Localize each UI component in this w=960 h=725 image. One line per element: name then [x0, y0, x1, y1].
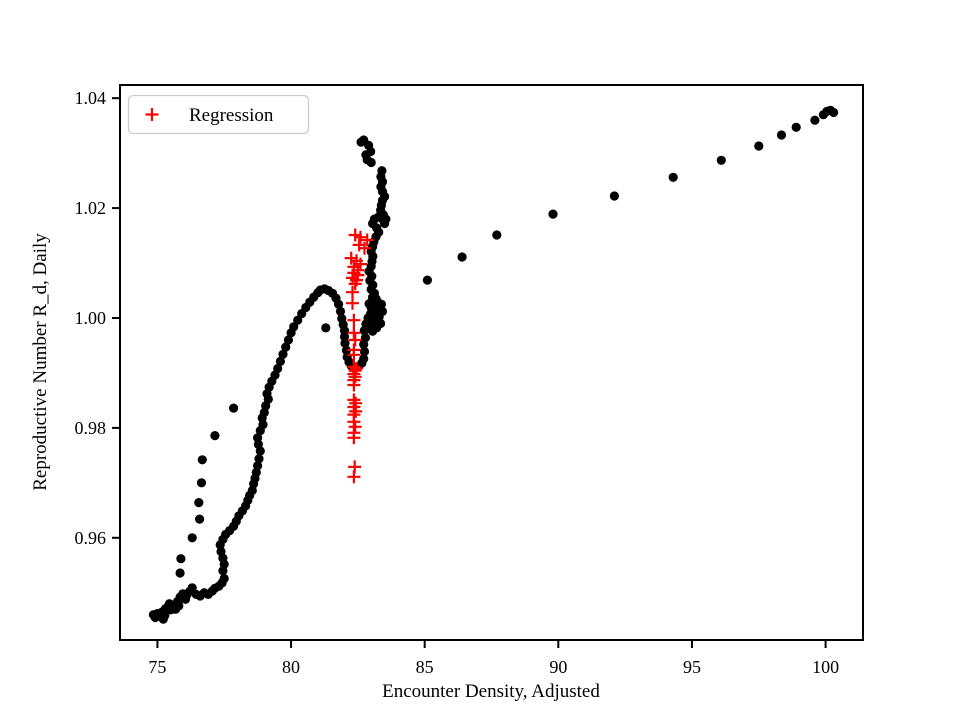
legend-label: Regression [189, 105, 274, 126]
scatter-point [253, 433, 263, 443]
plot-border [119, 84, 864, 641]
regression-point [348, 333, 362, 347]
y-tick-label: 1.02 [75, 198, 107, 218]
scatter-point [376, 318, 386, 329]
legend: Regression [127, 94, 310, 135]
x-tick-label: 75 [148, 657, 166, 677]
scatter-point [174, 601, 184, 611]
x-tick-label: 90 [549, 657, 567, 677]
y-tick-label: 1.00 [75, 308, 107, 328]
scatter-point [810, 115, 820, 125]
regression-point [346, 285, 359, 299]
scatter-point [273, 363, 283, 374]
scatter-point [253, 461, 263, 471]
regression-point [347, 348, 361, 362]
scatter-point [176, 554, 186, 564]
scatter-point [548, 209, 558, 219]
scatter-point [359, 135, 369, 145]
regression-point [346, 296, 359, 310]
regression-point [347, 431, 361, 445]
scatter-point [791, 122, 801, 132]
x-axis: 75 80 85 90 95 100 [148, 640, 839, 677]
scatter-point [196, 478, 207, 488]
regression-point [354, 230, 367, 244]
regression-point [347, 470, 361, 484]
scatter-point [340, 338, 350, 348]
scatter-point [281, 342, 291, 352]
scatter-point [275, 356, 285, 366]
scatter-point [754, 141, 764, 151]
scatter-point [716, 155, 726, 165]
plus-marker-icon [145, 108, 159, 121]
trajectory-series [148, 105, 839, 624]
scatter-point [335, 306, 346, 316]
scatter-point [359, 354, 369, 364]
y-axis: 0.96 0.98 1.00 1.02 1.04 [75, 88, 120, 548]
legend-box [127, 94, 310, 135]
scatter-point [492, 230, 502, 240]
scatter-point [254, 454, 264, 464]
scatter-point [187, 533, 197, 543]
regression-point [348, 420, 362, 434]
scatter-point [293, 315, 303, 325]
scatter-point [197, 455, 207, 465]
scatter-point [422, 275, 432, 285]
regression-point [347, 313, 361, 327]
scatter-point [194, 498, 204, 508]
scatter-point [776, 130, 787, 140]
scatter-point [195, 514, 205, 524]
regression-point [360, 233, 374, 247]
scatter-point [229, 403, 239, 413]
x-axis-label: Encounter Density, Adjusted [382, 681, 600, 702]
scatter-point [289, 322, 299, 332]
regression-point [350, 362, 363, 375]
scatter-point [377, 306, 388, 316]
regression-point [354, 257, 367, 271]
scatter-point [668, 172, 678, 182]
y-tick-label: 1.04 [75, 88, 107, 108]
scatter-point [283, 335, 293, 345]
regression-point [347, 326, 361, 340]
scatter-point [160, 610, 170, 620]
scatter-point [334, 299, 344, 309]
y-tick-label: 0.98 [75, 418, 107, 438]
scatter-point [829, 107, 839, 118]
regression-point [348, 277, 362, 291]
scatter-point [339, 332, 350, 342]
y-tick-label: 0.96 [75, 528, 107, 548]
scatter-point [457, 252, 467, 262]
x-tick-label: 80 [282, 657, 300, 677]
scatter-point [175, 568, 185, 578]
scatter-point [359, 346, 370, 357]
scatter-point [219, 573, 229, 584]
regression-point [358, 241, 371, 255]
y-axis-label: Reproductive Number R_d, Daily [30, 233, 51, 491]
scatter-point [321, 323, 331, 333]
scatter-point [187, 583, 197, 593]
scatter-point [278, 349, 288, 359]
x-tick-label: 100 [812, 657, 839, 677]
scatter-point [210, 431, 220, 441]
x-tick-label: 95 [683, 657, 701, 677]
scatter-point [360, 333, 370, 343]
scatter-point [609, 191, 620, 201]
regression-point [348, 370, 362, 384]
regression-series [344, 228, 374, 484]
x-tick-label: 85 [416, 657, 434, 677]
scatter-point [377, 166, 387, 176]
regression-point [347, 378, 361, 392]
